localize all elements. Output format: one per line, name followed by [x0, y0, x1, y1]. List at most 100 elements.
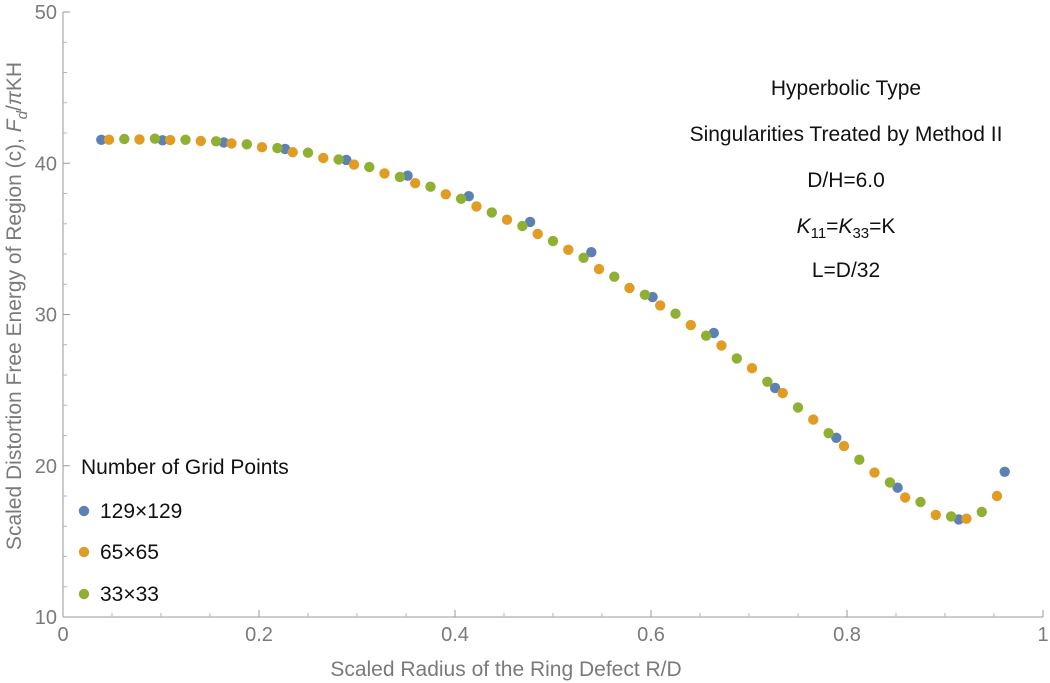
- data-point: [165, 134, 176, 146]
- y-axis-label-main: Scaled Distortion Free Energy of Region …: [3, 132, 26, 550]
- y-axis-label-sub: d: [14, 110, 31, 119]
- data-point: [517, 220, 528, 232]
- y-axis-label: Scaled Distortion Free Energy of Region …: [3, 62, 31, 550]
- y-tick-label: 10: [35, 607, 57, 629]
- data-point: [471, 201, 482, 212]
- axis-ticks: [62, 11, 1044, 618]
- data-point: [991, 490, 1003, 502]
- x-tick-label: 0.8: [833, 624, 861, 646]
- y-tick-label: 30: [35, 305, 57, 327]
- legend-marker-129: [78, 505, 90, 517]
- data-point: [624, 282, 635, 294]
- data-point: [915, 496, 926, 508]
- data-point: [256, 142, 268, 153]
- data-point: [96, 134, 107, 145]
- data-point: [149, 133, 161, 144]
- data-point: [364, 161, 375, 173]
- data-point: [716, 340, 727, 351]
- x-tick-label: 1: [1037, 624, 1048, 646]
- x-tick-label: 0.6: [637, 624, 665, 646]
- data-point: [410, 178, 421, 189]
- data-point: [961, 513, 972, 524]
- y-tick-label: 50: [35, 2, 57, 24]
- data-point: [134, 134, 145, 145]
- y-tick-label: 20: [35, 456, 57, 478]
- data-point: [769, 382, 781, 394]
- legend-label-33: 33×33: [100, 583, 159, 606]
- data-point: [394, 171, 406, 183]
- data-point: [746, 363, 758, 374]
- x-tick-label: 0.2: [245, 624, 273, 646]
- data-point: [900, 492, 911, 503]
- data-point: [532, 228, 543, 240]
- data-point: [823, 428, 834, 439]
- y-axis-label-slash: /: [3, 105, 26, 111]
- data-point: [792, 402, 804, 413]
- data-point: [195, 135, 206, 147]
- data-point: [670, 308, 681, 319]
- data-point: [226, 138, 237, 149]
- data-point: [440, 189, 451, 200]
- legend-title: Number of Grid Points: [81, 456, 289, 479]
- data-point: [762, 376, 773, 387]
- data-point: [287, 147, 298, 158]
- data-point: [609, 271, 620, 282]
- data-point: [639, 289, 651, 300]
- data-point: [318, 152, 329, 164]
- data-point: [777, 387, 788, 399]
- data-point: [731, 353, 742, 364]
- data-point: [892, 482, 903, 493]
- data-point: [547, 235, 559, 247]
- data-point: [180, 134, 191, 145]
- data-point: [379, 168, 390, 179]
- data-point: [655, 300, 666, 311]
- data-point: [945, 511, 957, 522]
- data-point: [341, 154, 352, 166]
- data-point: [685, 319, 696, 331]
- data-point: [593, 263, 605, 275]
- data-point: [402, 170, 413, 181]
- data-point: [854, 454, 865, 465]
- data-point: [501, 214, 513, 225]
- data-point: [333, 154, 344, 165]
- data-point: [808, 414, 819, 425]
- data-point: [578, 252, 589, 263]
- data-point: [869, 467, 880, 478]
- y-tick-label: 40: [35, 153, 57, 175]
- x-tick-label: 0: [57, 624, 68, 646]
- annotation-type: Hyperbolic Type: [771, 77, 921, 100]
- axis-tick-labels: 0 0.2 0.4 0.6 0.8 1 10 20 30 40 50: [35, 2, 1049, 646]
- data-point: [563, 244, 574, 255]
- data-point: [241, 139, 252, 150]
- data-point: [455, 193, 467, 204]
- data-point: [348, 159, 360, 170]
- legend-marker-33: [78, 588, 90, 600]
- x-axis-label: Scaled Radius of the Ring Defect R/D: [330, 658, 681, 681]
- data-point: [884, 477, 896, 488]
- data-point: [218, 137, 229, 148]
- y-axis-label-f: F: [3, 118, 26, 132]
- data-point: [119, 133, 130, 145]
- x-tick-label: 0.4: [441, 624, 469, 646]
- data-point: [838, 440, 850, 452]
- data-point: [272, 142, 283, 154]
- data-point: [486, 207, 497, 218]
- legend-label-65: 65×65: [100, 541, 159, 564]
- y-axis-label-tail: KH: [3, 62, 26, 91]
- data-points: [96, 133, 1010, 525]
- data-point: [831, 432, 842, 443]
- legend: Number of Grid Points 129×129 65×65 33×3…: [78, 456, 289, 606]
- data-point: [210, 136, 222, 147]
- annotation-ratio: D/H=6.0: [807, 169, 885, 192]
- data-point: [976, 506, 987, 518]
- annotation-elastic: K11=K33=K: [797, 215, 896, 242]
- y-axis-label-pi: π: [3, 90, 26, 105]
- data-point: [999, 466, 1010, 477]
- annotation-length: L=D/32: [812, 259, 880, 282]
- legend-label-129: 129×129: [100, 500, 182, 523]
- data-point: [425, 181, 436, 192]
- data-point: [103, 134, 115, 145]
- legend-marker-65: [78, 546, 90, 558]
- series-33×33: [119, 133, 987, 522]
